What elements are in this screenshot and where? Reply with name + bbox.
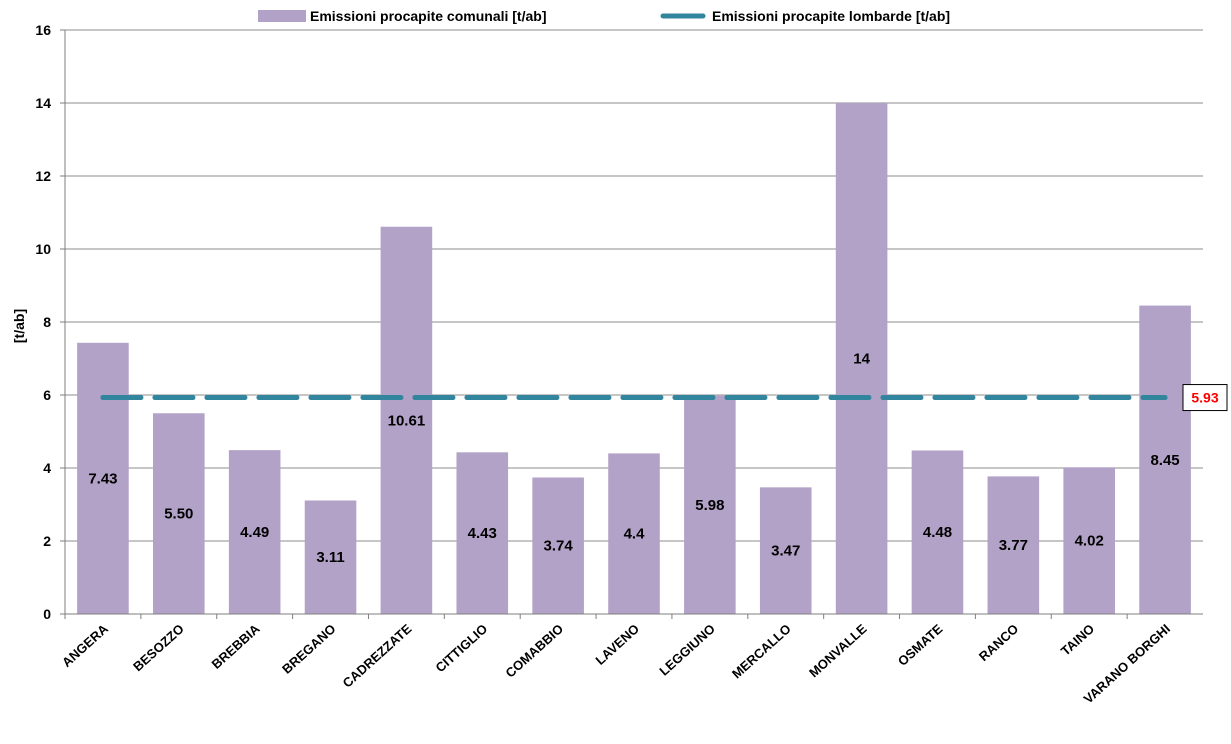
bar xyxy=(1063,467,1115,614)
y-tick-label: 8 xyxy=(43,314,51,330)
x-tick-label: COMABBIO xyxy=(502,621,566,680)
bar xyxy=(532,477,584,614)
bar xyxy=(911,450,964,614)
bar xyxy=(987,476,1040,614)
y-axis-label: [t/ab] xyxy=(11,309,27,343)
x-axis-categories: ANGERA BESOZZO BREBBIA BREGANO CADREZZATE CIT… xyxy=(59,614,1173,706)
legend-label-reference-line: Emissioni procapite lombarde [t/ab] xyxy=(712,8,950,24)
bar-data-label: 14 xyxy=(853,351,870,368)
x-tick-label: LEGGIUNO xyxy=(656,621,718,679)
y-tick-label: 16 xyxy=(35,22,51,38)
x-tick-label: RANCO xyxy=(976,621,1021,664)
legend: Emissioni procapite comunali [t/ab] Emis… xyxy=(258,8,950,24)
x-tick-label: CADREZZATE xyxy=(340,621,415,691)
bar-data-label: 7.43 xyxy=(88,470,117,487)
y-tick-label: 12 xyxy=(35,168,51,184)
y-tick-label: 14 xyxy=(35,95,51,111)
x-tick-label: CITTIGLIO xyxy=(432,621,490,675)
legend-label-bars: Emissioni procapite comunali [t/ab] xyxy=(310,8,546,24)
bar xyxy=(380,226,433,615)
reference-label-box xyxy=(1182,384,1228,412)
bar xyxy=(304,500,357,614)
bar xyxy=(684,395,736,614)
y-axis-ticks: 0 2 4 6 8 10 12 14 16 xyxy=(35,22,65,622)
y-tick-label: 4 xyxy=(43,460,51,476)
bar-data-labels: 7.43 5.50 4.49 3.11 10.61 4.43 3.74 4.4 5.98 3.47… xyxy=(88,351,1179,567)
x-tick-label: TAINO xyxy=(1058,621,1097,659)
x-tick-label: MERCALLO xyxy=(729,621,794,681)
y-tick-label: 0 xyxy=(43,606,51,622)
reference-line-label: 5.93 xyxy=(1191,390,1218,406)
x-tick-label: OSMATE xyxy=(895,621,946,669)
legend-swatch-bars xyxy=(258,10,306,22)
x-tick-label: BESOZZO xyxy=(130,621,187,674)
bar-data-label: 3.11 xyxy=(316,549,344,566)
bar-data-label: 10.61 xyxy=(388,412,426,429)
axes xyxy=(64,30,1203,615)
bars xyxy=(77,103,1191,615)
bar xyxy=(153,413,205,614)
x-tick-label: BREBBIA xyxy=(209,621,264,672)
bar-data-label: 3.47 xyxy=(771,543,800,560)
bar-data-label: 4.43 xyxy=(468,525,497,542)
bar-data-label: 4.02 xyxy=(1075,533,1104,550)
bar xyxy=(608,453,660,614)
bar xyxy=(456,452,509,614)
bar xyxy=(228,450,281,614)
x-tick-label: ANGERA xyxy=(59,621,111,670)
bar-data-label: 3.74 xyxy=(544,538,574,555)
y-tick-label: 10 xyxy=(35,241,51,257)
bar-data-label: 3.77 xyxy=(999,537,1028,554)
reference-line-group: 5.93 xyxy=(100,384,1228,412)
bar-data-label: 5.50 xyxy=(164,506,193,523)
x-tick-label: LAVENO xyxy=(592,621,642,668)
bar-data-label: 4.49 xyxy=(240,524,269,541)
bar-data-label: 4.4 xyxy=(624,526,646,543)
bar xyxy=(1139,305,1191,614)
bar xyxy=(835,103,888,614)
y-tick-label: 6 xyxy=(43,387,51,403)
x-tick-label: BREGANO xyxy=(279,621,338,677)
bar-data-label: 8.45 xyxy=(1150,452,1179,469)
bar-data-label: 5.98 xyxy=(695,497,724,514)
bar xyxy=(77,342,129,614)
bar-data-label: 4.48 xyxy=(923,524,952,541)
x-tick-label: MONVALLE xyxy=(806,621,870,681)
bar xyxy=(759,487,812,614)
y-tick-label: 2 xyxy=(43,533,51,549)
